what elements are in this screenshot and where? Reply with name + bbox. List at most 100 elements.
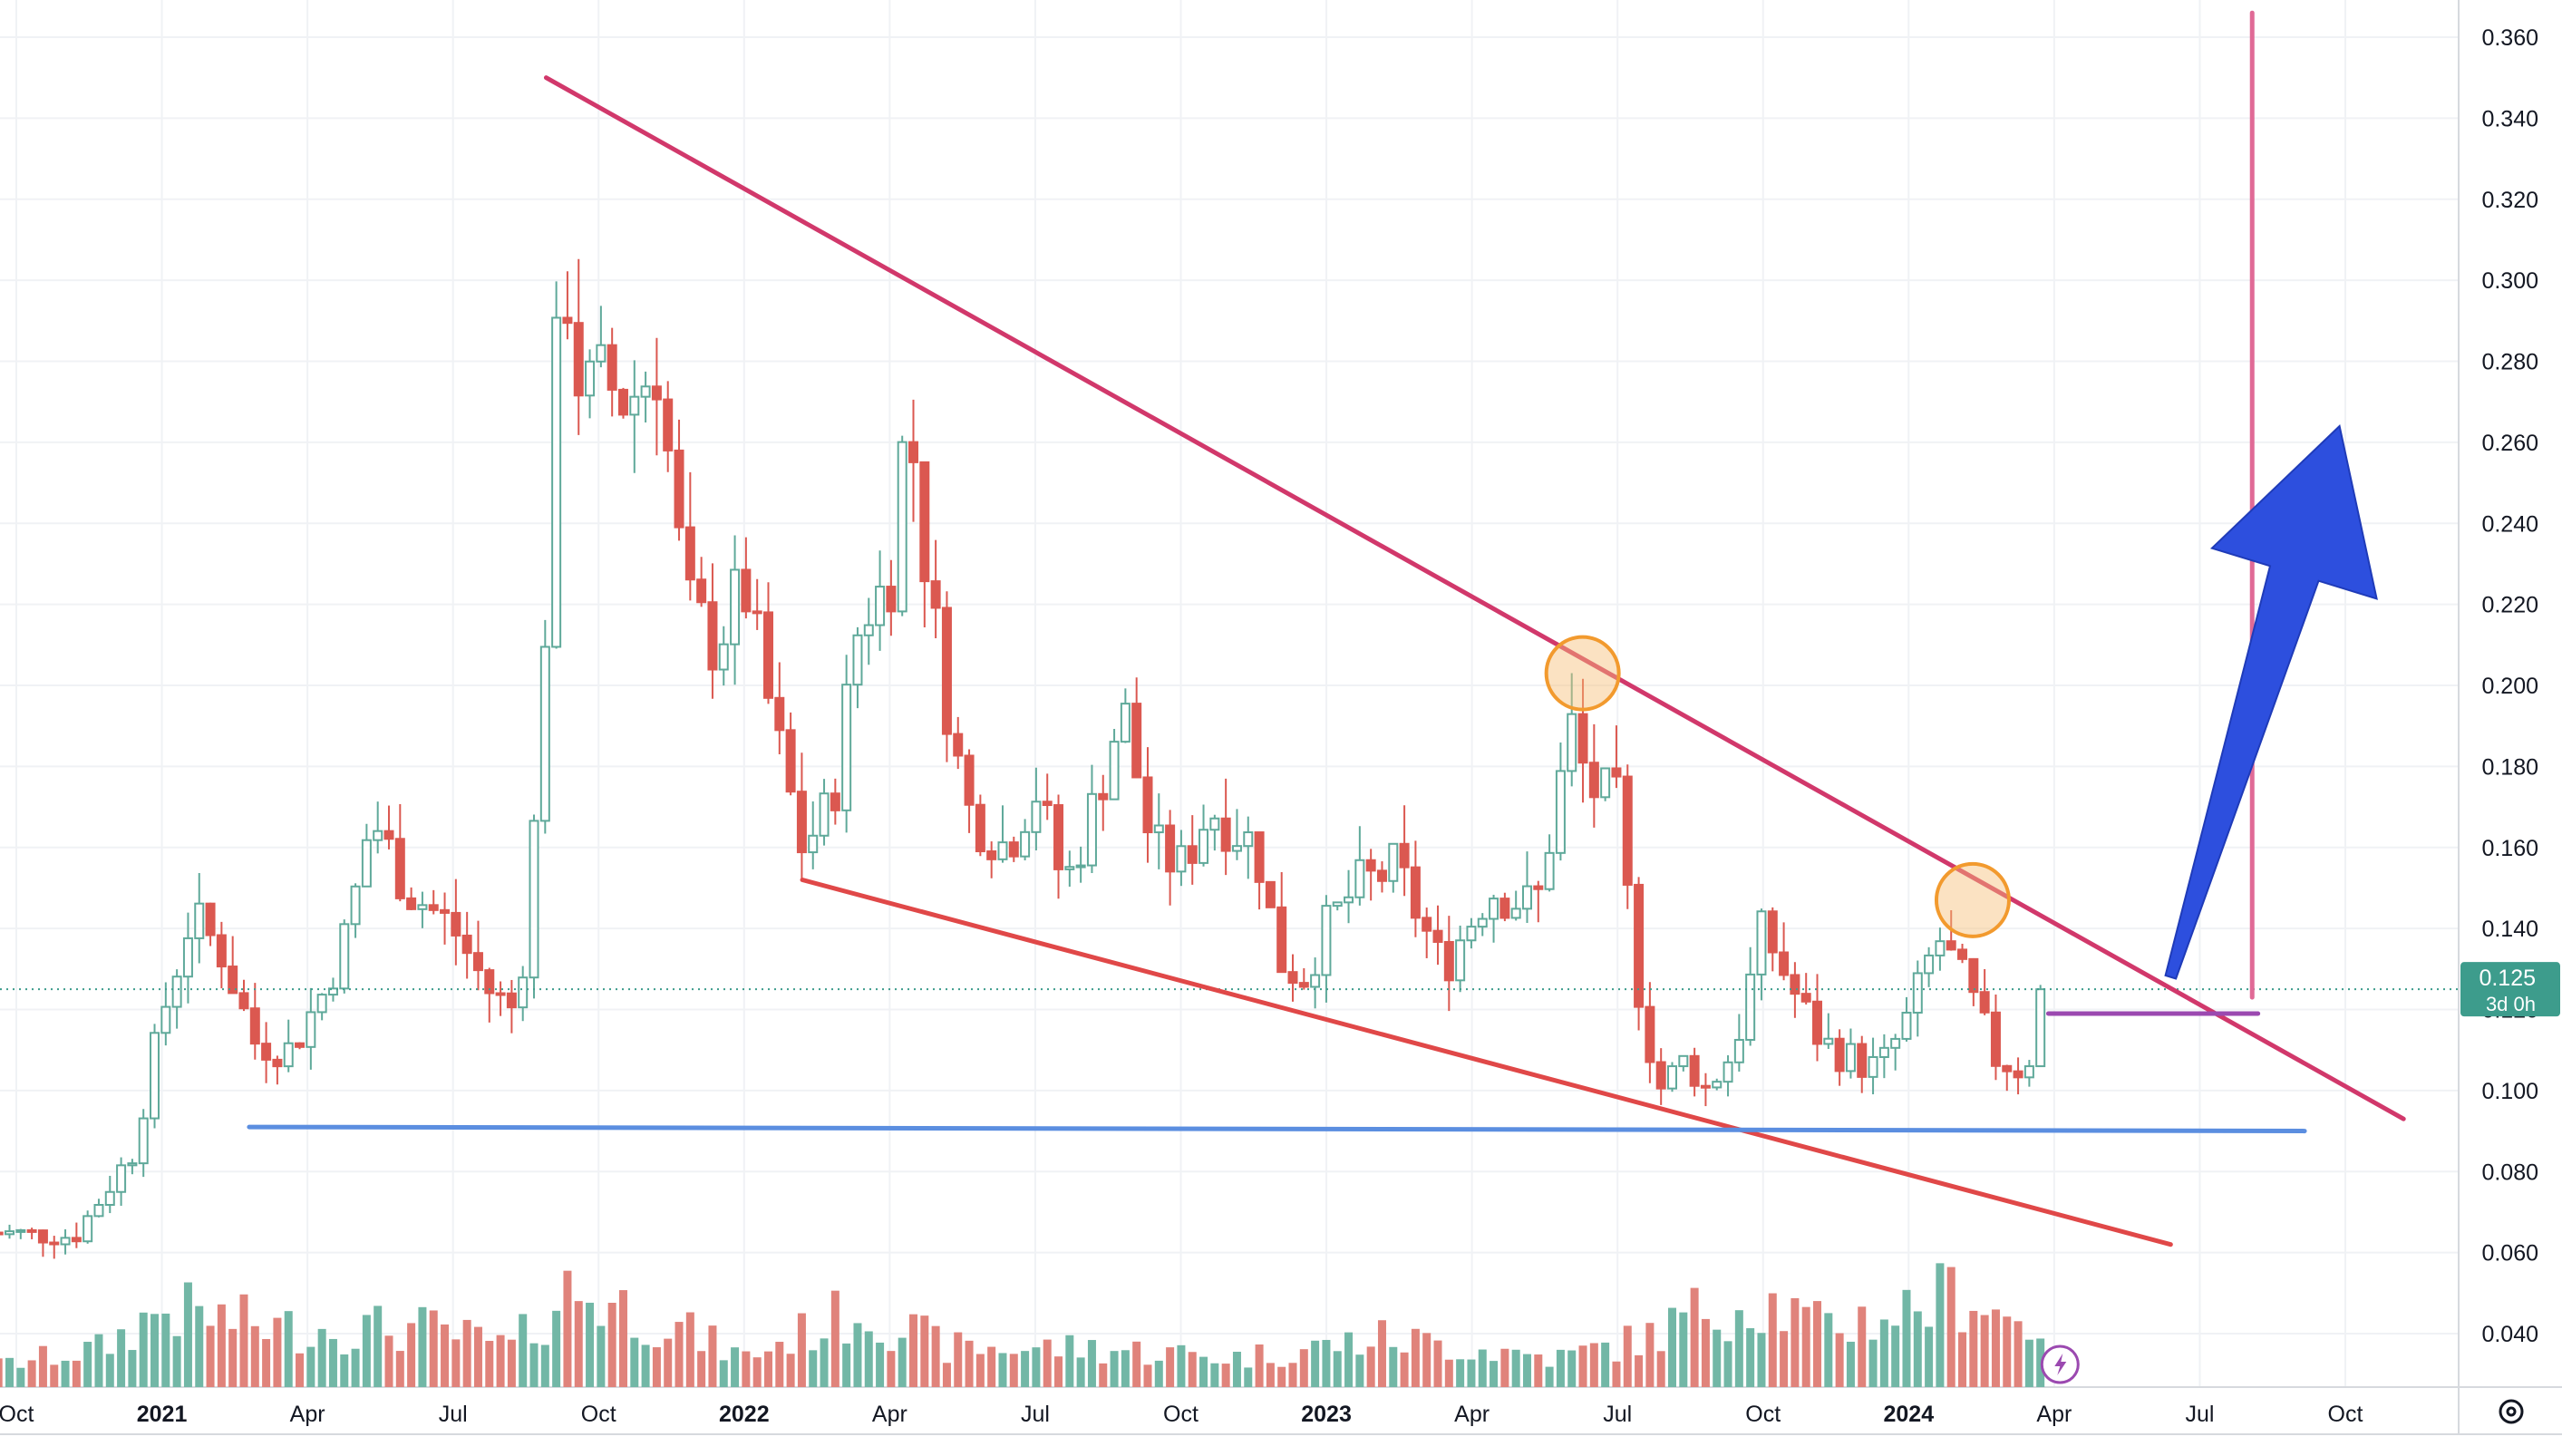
volume-bar (496, 1335, 505, 1387)
time-axis: Oct 2021 Apr Jul Oct 2022 Apr Jul Oct 2023 Apr Jul O… (0, 1402, 2363, 1427)
candle-body (1890, 1037, 1901, 1049)
candle-body (919, 461, 930, 583)
volume-bar (161, 1313, 170, 1387)
volume-bar (2036, 1338, 2045, 1387)
volume-bar (1500, 1348, 1509, 1387)
volume-bar (362, 1315, 371, 1387)
volume-bar (1768, 1293, 1777, 1387)
volume-bar (641, 1344, 650, 1387)
candle-body (1153, 824, 1164, 834)
volume-bar (1244, 1367, 1253, 1387)
candle-body (93, 1204, 104, 1218)
volume-bar (630, 1337, 639, 1387)
candle-body (116, 1164, 127, 1193)
time-tick-label: Apr (290, 1402, 325, 1427)
volume-bar (1813, 1301, 1822, 1387)
candle-body (930, 580, 941, 609)
candle-body (941, 607, 952, 735)
volume-bar (1210, 1363, 1219, 1387)
candle-body (1812, 1000, 1823, 1045)
candle-body (1053, 804, 1064, 870)
candle-body (1968, 957, 1979, 994)
candle-body (1399, 842, 1410, 869)
candle-body (986, 850, 997, 860)
volume-bar (954, 1332, 963, 1387)
volume-bar (1668, 1307, 1677, 1387)
last-price-badge (2460, 962, 2560, 1017)
volume-bar (652, 1347, 661, 1387)
candle-body (1823, 1037, 1834, 1045)
volume-bar (1411, 1328, 1420, 1387)
volume-bar (407, 1323, 416, 1387)
volume-bar (1635, 1354, 1644, 1387)
candle-body (394, 838, 405, 899)
candle-body (953, 733, 964, 757)
volume-bar (1545, 1366, 1554, 1387)
volume-bar (563, 1270, 572, 1387)
price-tick-label: 0.240 (2481, 511, 2538, 537)
candle-body (1209, 817, 1220, 831)
volume-bar (128, 1350, 137, 1387)
candle-body (316, 994, 327, 1014)
candle-body (1767, 910, 1778, 954)
volume-bar (1801, 1306, 1810, 1387)
candle-body (0, 1231, 4, 1236)
candle-body (104, 1190, 115, 1207)
volume-bar (150, 1314, 160, 1387)
candle-body (327, 987, 338, 996)
candle-body (171, 976, 182, 1008)
candle-body (71, 1237, 82, 1243)
candle-body (82, 1215, 93, 1243)
price-tick-label: 0.220 (2481, 593, 2538, 618)
volume-bar (752, 1357, 762, 1387)
candle-body (205, 902, 216, 937)
candle-body (774, 696, 785, 732)
volume-bar (618, 1290, 627, 1387)
candle-body (37, 1229, 48, 1244)
candle-body (1098, 792, 1109, 801)
candle-body (852, 634, 863, 686)
bullish-arrow (2164, 424, 2378, 980)
volume-bar (273, 1317, 282, 1387)
candle-body (428, 904, 439, 911)
candle-body (1857, 1043, 1868, 1078)
candle-body (1422, 917, 1432, 932)
candle-body (2035, 988, 2046, 1068)
volume-bar (1087, 1340, 1096, 1387)
candle-body (573, 322, 584, 397)
volume-bar (1299, 1349, 1308, 1387)
candle-body (651, 385, 662, 401)
candle-body (373, 830, 383, 841)
volume-bar (1009, 1354, 1018, 1387)
candle-body (539, 645, 550, 822)
time-tick-label: Jul (2185, 1402, 2214, 1427)
candle-body (1120, 703, 1131, 743)
candle-body (964, 754, 975, 806)
candle-body (997, 841, 1008, 860)
volume-bar (1623, 1325, 1632, 1387)
volume-bar (1589, 1343, 1598, 1387)
candle-body (741, 568, 752, 613)
candle-body (696, 578, 707, 604)
volume-bar (1333, 1351, 1342, 1387)
volume-bar (1980, 1315, 1989, 1387)
candle-body (1109, 741, 1120, 801)
volume-bar (864, 1331, 873, 1387)
candle-body (1231, 845, 1242, 852)
settings-icon[interactable] (2499, 1399, 2524, 1424)
candle-body (730, 568, 741, 645)
candle-body (1365, 859, 1376, 872)
candle-body (1142, 776, 1153, 834)
volume-bar (1835, 1333, 1844, 1387)
volume-bar (1868, 1339, 1878, 1387)
lightning-glyph (2054, 1354, 2067, 1375)
time-tick-label: Oct (1163, 1402, 1199, 1427)
candle-body (1990, 1011, 2001, 1067)
volume-bar (719, 1360, 728, 1387)
candle-body (1588, 762, 1599, 799)
time-tick-label: Oct (0, 1402, 34, 1427)
volume-bar (1043, 1339, 1052, 1387)
volume-bar (1377, 1320, 1386, 1387)
volume-bar (1902, 1289, 1911, 1387)
